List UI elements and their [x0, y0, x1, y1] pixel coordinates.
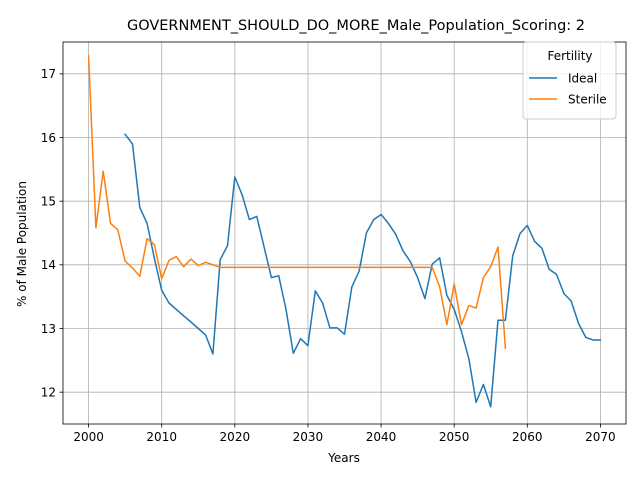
x-tick-label: 2050	[439, 430, 470, 444]
chart-title: GOVERNMENT_SHOULD_DO_MORE_Male_Populatio…	[127, 18, 585, 34]
y-tick-label: 12	[41, 385, 56, 399]
series-line-ideal	[124, 133, 602, 408]
x-tick-label: 2060	[512, 430, 543, 444]
x-tick-label: 2040	[366, 430, 397, 444]
y-axis-ticks: 12 13 14 15 16 17	[41, 67, 63, 399]
y-tick-label: 16	[41, 131, 56, 145]
x-axis-ticks: 2000 2010 2020 2030 2040 2050 2060 2070	[73, 424, 616, 444]
y-tick-label: 17	[41, 67, 56, 81]
x-tick-label: 2000	[73, 430, 104, 444]
series-layer	[87, 55, 602, 408]
y-tick-label: 15	[41, 194, 56, 208]
y-tick-label: 13	[41, 322, 56, 336]
x-tick-label: 2010	[146, 430, 177, 444]
y-tick-label: 14	[41, 258, 56, 272]
legend-label-ideal: Ideal	[568, 71, 597, 85]
legend: Fertility Ideal Sterile	[522, 41, 617, 120]
series-line-sterile	[87, 55, 507, 350]
x-axis-label: Years	[327, 451, 360, 465]
x-tick-label: 2030	[293, 430, 324, 444]
legend-title: Fertility	[547, 49, 592, 63]
y-axis-label: % of Male Population	[15, 181, 29, 307]
x-tick-label: 2020	[220, 430, 251, 444]
plot-frame	[62, 41, 627, 425]
x-tick-label: 2070	[585, 430, 616, 444]
legend-label-sterile: Sterile	[568, 92, 607, 106]
legend-items: Ideal Sterile	[529, 71, 607, 106]
